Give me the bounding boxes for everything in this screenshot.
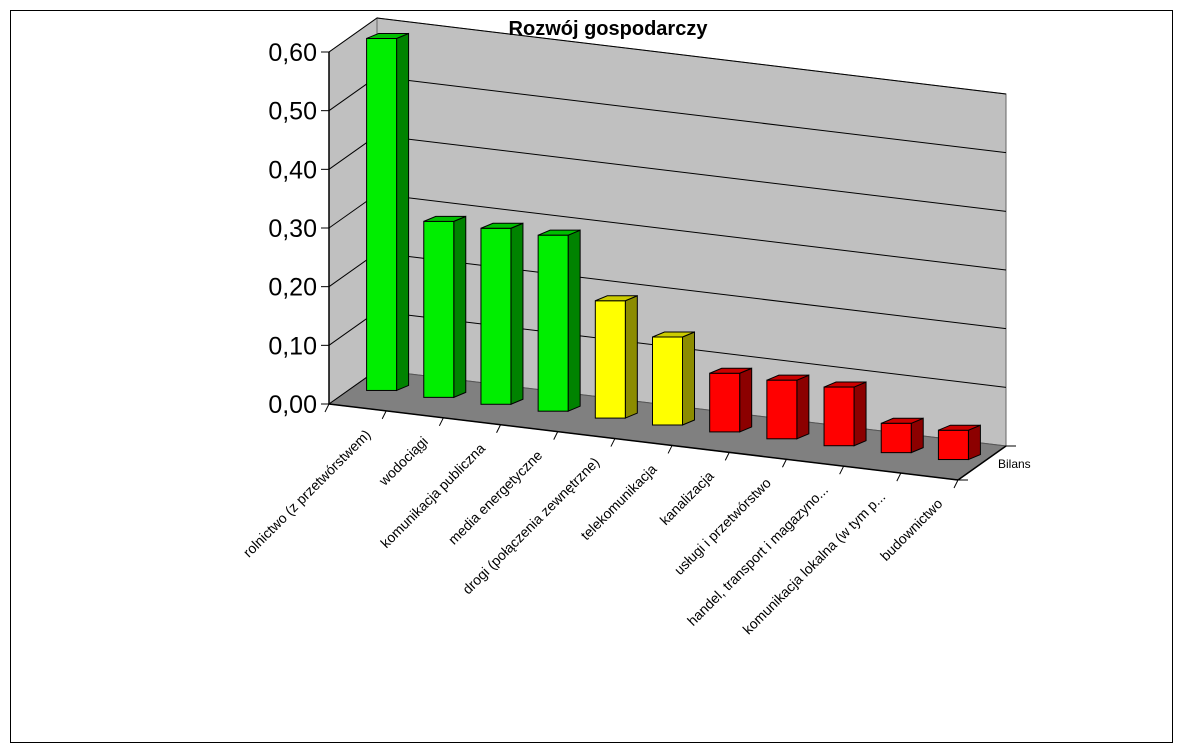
x-tick-mark: [953, 479, 959, 489]
bar: [937, 424, 981, 461]
x-tick-mark: [381, 410, 387, 420]
bar-side: [796, 374, 810, 440]
x-axis-line: [328, 403, 959, 481]
bar-front: [709, 372, 741, 433]
bar: [480, 222, 524, 406]
bar-top: [423, 215, 466, 222]
category-label: wodociągi: [375, 433, 431, 489]
bar-top: [823, 381, 867, 388]
bar-top: [652, 331, 695, 338]
bar-side: [510, 222, 524, 406]
category-label: drogi (połączenia zewnętrzne): [459, 454, 602, 597]
bar-side: [396, 32, 410, 392]
x-tick-mark: [839, 465, 845, 475]
y-tick-label: 0,20: [268, 274, 317, 302]
bar-front: [652, 336, 683, 426]
y-tick-label: 0,00: [268, 391, 317, 419]
bar-side: [739, 367, 753, 433]
bar: [766, 374, 810, 440]
y-tick-label: 0,30: [268, 215, 317, 243]
bar: [537, 229, 581, 412]
gridline-side: [328, 17, 378, 53]
bar-top: [537, 229, 581, 236]
y-tick-label: 0,40: [268, 156, 317, 184]
bar-top: [766, 374, 810, 381]
bar-side: [910, 417, 924, 454]
bar-front: [766, 379, 798, 440]
bar-side: [682, 331, 695, 426]
x-tick-mark: [667, 445, 673, 454]
category-label: komunikacja lokalna (w tym p...: [739, 488, 888, 637]
x-tick-mark: [782, 459, 787, 468]
category-label: rolnictwo (z przetwórstwem): [240, 426, 374, 560]
bar-front: [423, 220, 455, 398]
bar-front: [823, 386, 855, 447]
bar: [423, 215, 467, 399]
category-label: budownictwo: [877, 495, 946, 564]
bar-side: [624, 295, 638, 419]
bar-top: [366, 32, 409, 39]
bar: [880, 417, 924, 454]
x-tick-mark: [438, 417, 444, 427]
gridline: [376, 76, 1007, 154]
gridline: [376, 134, 1007, 212]
x-tick-mark: [724, 452, 730, 461]
bar-side: [567, 229, 581, 412]
axes: [321, 51, 1016, 489]
bar-side: [853, 381, 867, 447]
x-tick-mark: [896, 472, 902, 482]
chart-title: Rozwój gospodarczy: [509, 18, 709, 40]
bar: [652, 331, 695, 426]
bar-top: [881, 417, 924, 424]
x-tick-mark: [553, 431, 559, 440]
bar-top: [938, 424, 981, 431]
y-tick-label: 0,60: [268, 39, 317, 67]
bar-front: [366, 37, 398, 391]
bar: [366, 32, 410, 392]
bar-top: [595, 295, 638, 302]
x-tick-mark: [496, 424, 501, 433]
bar-top: [709, 367, 752, 374]
x-tick-mark: [324, 403, 330, 413]
bar-front: [937, 429, 969, 461]
bar-front: [594, 300, 626, 419]
bar-front: [880, 422, 912, 454]
gridline: [376, 193, 1007, 271]
depth-category-label: Bilans: [998, 457, 1031, 471]
bar-side: [967, 424, 981, 461]
depth-axis-line: [957, 445, 1007, 481]
bar: [594, 295, 638, 419]
bar: [709, 367, 753, 433]
category-label: komunikacja publiczna: [377, 440, 488, 551]
x-tick-mark: [610, 438, 616, 447]
bar-front: [480, 227, 512, 405]
bar-side: [453, 215, 467, 399]
gridline: [376, 17, 1007, 95]
category-label: kanalizacja: [657, 468, 717, 528]
y-tick-label: 0,50: [268, 98, 317, 126]
y-tick-label: 0,10: [268, 332, 317, 360]
bar-top: [480, 222, 524, 229]
bar-front: [537, 234, 569, 412]
bar: [823, 381, 867, 447]
bars: [366, 32, 981, 461]
